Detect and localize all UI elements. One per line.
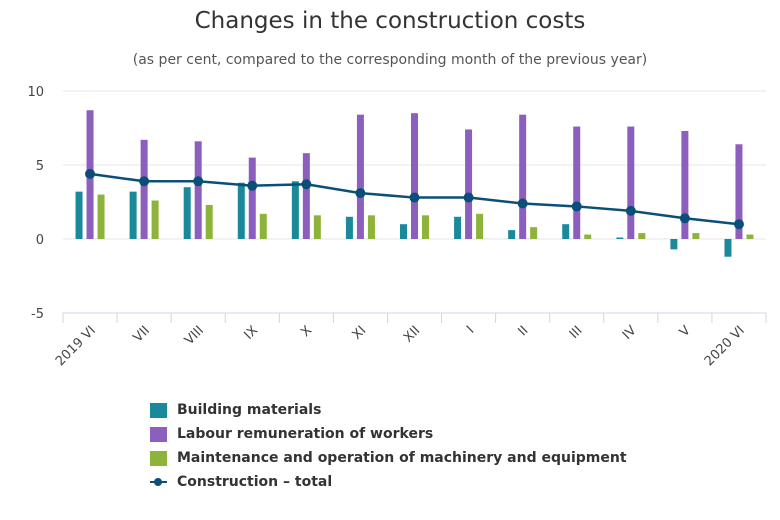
x-tick-label: VII <box>131 323 153 345</box>
bar-building-materials <box>616 237 624 239</box>
y-tick-label: 0 <box>36 233 44 248</box>
bar-labour <box>573 126 581 239</box>
bar-building-materials <box>345 216 353 239</box>
bar-building-materials <box>291 181 299 239</box>
legend-item-machinery[interactable]: Maintenance and operation of machinery a… <box>150 446 627 470</box>
x-tick-label: IX <box>241 323 261 343</box>
bar-machinery <box>313 215 321 239</box>
x-tick-label: 2020 VI <box>702 323 748 369</box>
bar-building-materials <box>724 239 732 257</box>
bar-machinery <box>692 233 700 239</box>
legend-swatch-construction-total <box>150 475 167 490</box>
point-construction-total <box>463 192 474 203</box>
y-tick-label: 10 <box>27 85 44 100</box>
bar-labour <box>627 126 635 239</box>
point-construction-total <box>301 179 312 190</box>
legend-swatch-machinery <box>150 450 167 466</box>
x-tick-label: X <box>298 323 315 340</box>
legend-item-building-materials[interactable]: Building materials <box>150 398 627 422</box>
x-tick-label: I <box>464 323 477 336</box>
x-tick-label: XI <box>350 323 370 343</box>
chart-title: Changes in the construction costs <box>194 8 586 34</box>
x-tick-label: IV <box>620 323 640 343</box>
bar-building-materials <box>562 224 570 239</box>
bar-labour <box>356 114 364 239</box>
bar-building-materials <box>508 230 516 239</box>
bar-labour <box>465 129 473 239</box>
point-construction-total <box>679 213 690 224</box>
bar-machinery <box>638 233 646 239</box>
point-construction-total <box>139 176 150 187</box>
bar-machinery <box>259 213 267 239</box>
bar-building-materials <box>129 191 137 239</box>
legend-item-construction-total[interactable]: Construction – total <box>150 470 627 494</box>
bar-machinery <box>205 204 213 239</box>
x-tick-label: 2019 VI <box>53 323 99 369</box>
bar-labour <box>519 114 527 239</box>
point-construction-total <box>517 198 528 209</box>
x-tick-label: III <box>567 323 586 342</box>
bar-building-materials <box>75 191 83 239</box>
bar-building-materials <box>237 182 245 239</box>
bar-machinery <box>476 213 484 239</box>
bar-building-materials <box>183 187 191 239</box>
bar-labour <box>140 139 148 239</box>
legend-swatch-building-materials <box>150 402 167 418</box>
bar-building-materials <box>454 216 462 239</box>
x-tick-label: II <box>515 323 531 339</box>
bar-machinery <box>530 227 538 239</box>
bar-machinery <box>746 234 754 239</box>
bar-labour <box>411 113 418 239</box>
bar-machinery <box>367 215 375 239</box>
legend-label-machinery: Maintenance and operation of machinery a… <box>177 450 627 466</box>
point-construction-total <box>733 219 744 230</box>
point-construction-total <box>247 180 258 191</box>
bar-labour <box>735 144 743 239</box>
chart-subtitle: (as per cent, compared to the correspond… <box>132 52 648 68</box>
x-tick-label: VIII <box>182 323 207 348</box>
bar-machinery <box>97 194 105 239</box>
bar-building-materials <box>400 224 407 239</box>
point-construction-total <box>355 188 366 199</box>
legend-label-labour: Labour remuneration of workers <box>177 426 434 442</box>
bar-labour <box>681 130 689 239</box>
y-tick-label: -5 <box>31 307 44 322</box>
bar-building-materials <box>670 239 678 250</box>
y-tick-label: 5 <box>36 159 44 174</box>
point-construction-total <box>193 176 204 187</box>
x-tick-label: XII <box>401 323 423 345</box>
chart-legend: Building materials Labour remuneration o… <box>150 398 627 494</box>
point-construction-total <box>409 192 420 203</box>
legend-swatch-labour <box>150 426 167 442</box>
legend-item-labour[interactable]: Labour remuneration of workers <box>150 422 627 446</box>
bar-labour <box>248 157 256 239</box>
bar-labour <box>194 141 202 239</box>
legend-label-construction-total: Construction – total <box>177 474 333 490</box>
bar-labour <box>302 153 310 239</box>
bar-machinery <box>151 200 159 239</box>
x-tick-label: V <box>677 323 694 340</box>
legend-label-building-materials: Building materials <box>177 402 322 418</box>
bar-machinery <box>422 215 429 239</box>
bar-machinery <box>584 234 592 239</box>
point-construction-total <box>85 168 96 179</box>
point-construction-total <box>571 201 582 212</box>
point-construction-total <box>625 205 636 216</box>
